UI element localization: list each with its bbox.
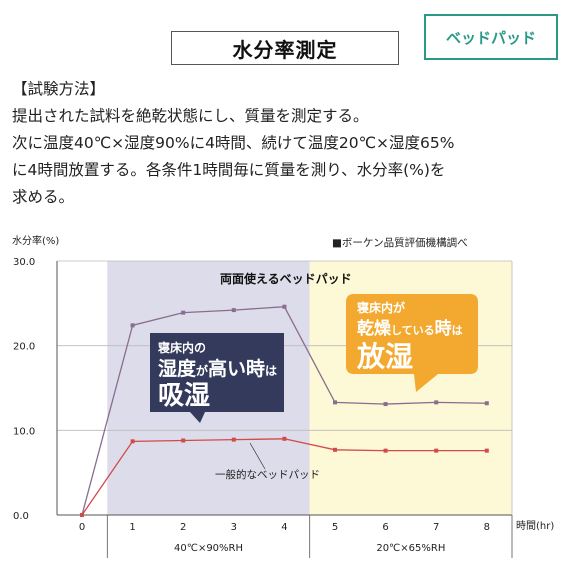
x-axis-label: 時間(hr) xyxy=(516,521,555,532)
series-marker xyxy=(383,402,388,407)
callout-line: 吸湿 xyxy=(158,381,210,411)
series-marker xyxy=(484,448,489,453)
series-marker xyxy=(434,400,439,405)
callout-bubble xyxy=(346,294,478,392)
callout-line: 寝床内の xyxy=(158,340,206,355)
callout-line: 放湿 xyxy=(356,340,413,373)
series-leader-line xyxy=(249,442,266,470)
x-tick-label: 3 xyxy=(231,522,237,533)
page-title-box: 水分率測定 xyxy=(171,31,399,65)
x-tick-label: 4 xyxy=(281,522,287,533)
callout-line: 乾燥している時は xyxy=(357,318,463,339)
series-marker xyxy=(434,448,439,453)
x-tick-label: 6 xyxy=(382,522,388,533)
test-method-line: 提出された試料を絶乾状態にし、質量を測定する。 xyxy=(12,107,369,125)
series-marker xyxy=(80,513,84,517)
test-method-heading: 【試験方法】 xyxy=(12,80,106,98)
series-marker xyxy=(181,438,186,443)
callout-line: 寝床内が xyxy=(357,300,405,315)
series-marker xyxy=(130,323,135,328)
series-marker xyxy=(130,439,135,444)
test-method-line: に4時間放置する。各条件1時間毎に質量を測り、水分率(%)を xyxy=(12,161,446,179)
y-tick-label: 0.0 xyxy=(13,511,29,522)
series-marker xyxy=(383,448,388,453)
x-tick-label: 2 xyxy=(180,522,186,533)
callout-line: 湿度が高い時は xyxy=(158,357,277,380)
series-marker xyxy=(333,400,337,405)
page-title: 水分率測定 xyxy=(232,37,338,62)
phase-label: 20℃×65%RH xyxy=(376,543,445,554)
product-tag: ベッドパッド xyxy=(424,14,558,60)
callout-fragment: 湿度 xyxy=(158,357,197,380)
x-tick-label: 7 xyxy=(433,522,439,533)
series-marker xyxy=(282,436,287,441)
callout-fragment: は xyxy=(452,324,463,337)
series-marker xyxy=(282,304,287,309)
y-tick-label: 20.0 xyxy=(13,342,35,353)
x-tick-label: 5 xyxy=(332,522,338,533)
series-label: 一般的なベッドパッド xyxy=(215,468,320,481)
phase-label: 40℃×90%RH xyxy=(174,543,243,554)
series-label: 両面使えるベッドパッド xyxy=(220,271,352,286)
series-marker xyxy=(231,308,236,313)
product-tag-label: ベッドパッド xyxy=(445,28,536,47)
source-note: ■ボーケン品質評価機構調べ xyxy=(332,237,468,249)
callout-fragment: 乾燥 xyxy=(357,318,392,339)
callout-fragment: が xyxy=(196,363,208,378)
callout-fragment: 時 xyxy=(435,318,452,339)
test-method-line: 求める。 xyxy=(12,188,75,206)
x-tick-label: 0 xyxy=(79,522,85,533)
series-marker xyxy=(333,447,337,452)
y-tick-label: 10.0 xyxy=(13,426,35,437)
series-marker xyxy=(181,310,186,315)
callout-fragment: している xyxy=(391,324,435,337)
y-axis-label: 水分率(%) xyxy=(12,236,60,247)
y-tick-label: 30.0 xyxy=(13,257,35,268)
series-marker xyxy=(231,437,236,442)
callout-fragment: は xyxy=(265,364,277,378)
test-method-text: 【試験方法】 提出された試料を絶乾状態にし、質量を測定する。 次に温度40℃×湿… xyxy=(12,76,562,211)
series-marker xyxy=(484,401,489,406)
callout-fragment: 高い時 xyxy=(208,357,265,380)
test-method-line: 次に温度40℃×湿度90%に4時間、続けて温度20℃×湿度65% xyxy=(12,134,455,152)
callout-bubble xyxy=(150,333,284,423)
x-tick-label: 8 xyxy=(484,522,490,533)
x-tick-label: 1 xyxy=(129,522,135,533)
